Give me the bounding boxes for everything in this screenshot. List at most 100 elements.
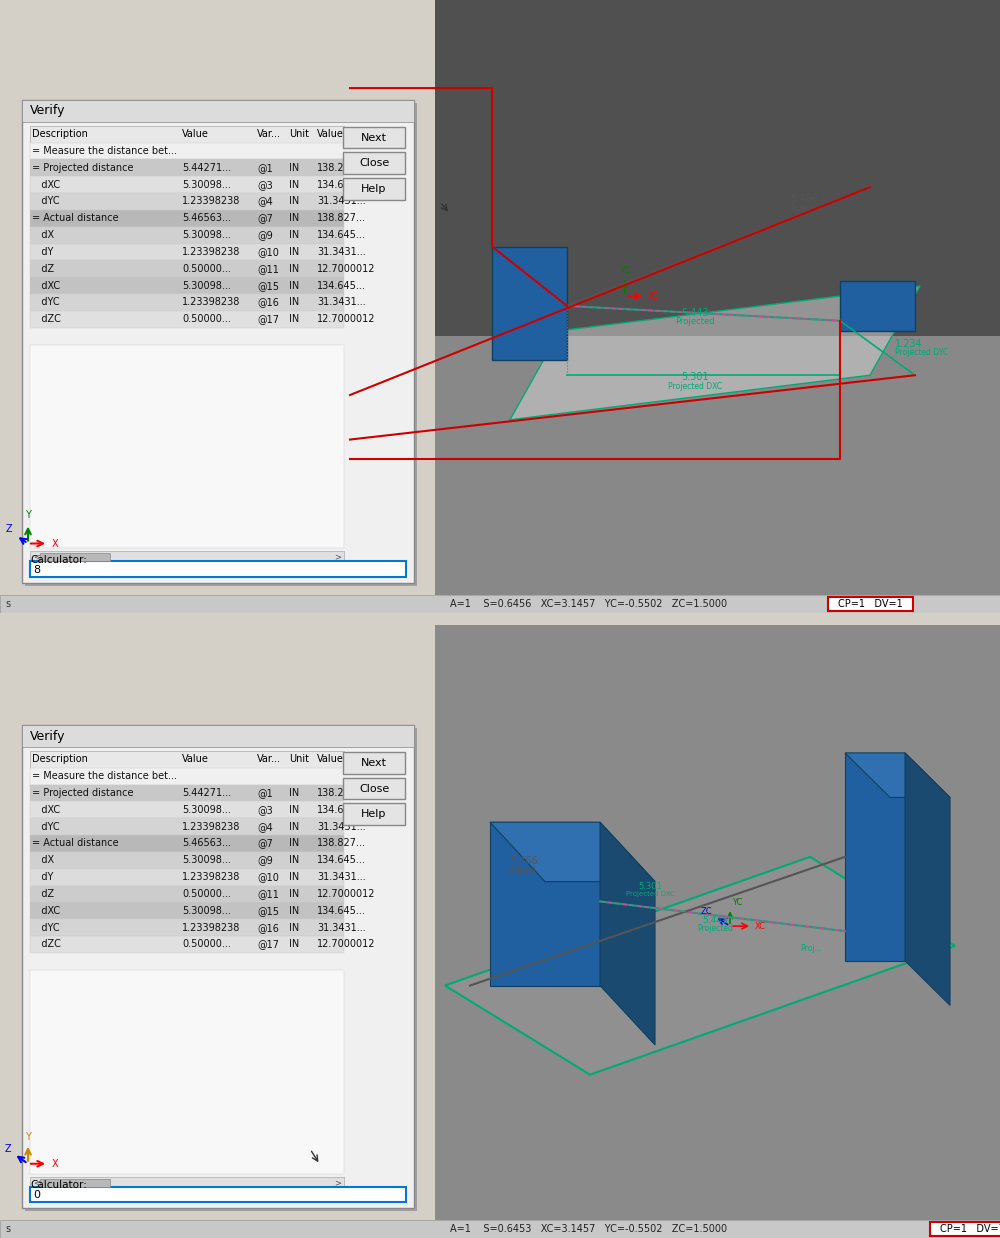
Text: 5.466: 5.466: [790, 194, 818, 204]
Text: 0.50000...: 0.50000...: [182, 264, 231, 274]
Text: IN: IN: [289, 922, 299, 932]
Text: dYC: dYC: [32, 297, 60, 307]
Text: dZ: dZ: [32, 264, 54, 274]
Text: A=1    S=0.6453   XC=3.1457   YC=-0.5502   ZC=1.5000: A=1 S=0.6453 XC=3.1457 YC=-0.5502 ZC=1.5…: [450, 1224, 727, 1234]
Text: @1: @1: [257, 163, 273, 173]
Text: YC: YC: [620, 266, 630, 275]
Text: YC: YC: [732, 899, 742, 907]
Text: Help: Help: [361, 184, 387, 194]
Text: @7: @7: [257, 838, 273, 848]
Text: 5.301: 5.301: [681, 373, 709, 383]
Bar: [30, 869, 344, 885]
FancyBboxPatch shape: [343, 126, 405, 149]
Text: 5.30098...: 5.30098...: [182, 230, 231, 240]
Bar: [492, 246, 567, 360]
Text: dY: dY: [32, 246, 53, 258]
Text: @15: @15: [257, 281, 279, 291]
Text: 134.645...: 134.645...: [317, 180, 366, 189]
FancyBboxPatch shape: [343, 178, 405, 201]
Text: @10: @10: [257, 872, 279, 883]
Polygon shape: [490, 822, 655, 881]
Text: dY: dY: [32, 872, 53, 883]
Bar: [840, 281, 915, 331]
FancyBboxPatch shape: [343, 751, 405, 774]
FancyBboxPatch shape: [343, 803, 405, 826]
Text: 5.30098...: 5.30098...: [182, 855, 231, 865]
Text: 1.234: 1.234: [895, 339, 923, 349]
Bar: [30, 561, 406, 577]
Text: @7: @7: [257, 213, 273, 223]
Text: Value: Value: [317, 129, 344, 139]
Text: Description: Description: [32, 129, 88, 139]
Text: Projected DXC: Projected DXC: [626, 891, 674, 898]
Text: @17: @17: [257, 314, 279, 324]
Text: dYC: dYC: [32, 197, 60, 207]
Text: 5.46563...: 5.46563...: [182, 213, 231, 223]
Bar: [30, 295, 344, 311]
Text: Var...: Var...: [257, 129, 281, 139]
Text: @3: @3: [257, 180, 273, 189]
Text: 138.245...: 138.245...: [317, 163, 366, 173]
Bar: [30, 227, 344, 244]
Text: IN: IN: [289, 264, 299, 274]
Text: Var...: Var...: [257, 754, 281, 764]
Text: 31.3431...: 31.3431...: [317, 297, 366, 307]
Text: 0.50000...: 0.50000...: [182, 940, 231, 950]
Text: IN: IN: [289, 230, 299, 240]
Text: IN: IN: [289, 213, 299, 223]
Text: 134.645...: 134.645...: [317, 805, 366, 815]
Text: @11: @11: [257, 889, 279, 899]
Bar: [30, 885, 344, 903]
Text: = Actual distance: = Actual distance: [32, 213, 119, 223]
Text: 5.44271...: 5.44271...: [182, 789, 231, 799]
FancyBboxPatch shape: [22, 725, 414, 1208]
Text: 5.46563...: 5.46563...: [182, 838, 231, 848]
Text: 1.23398238: 1.23398238: [182, 822, 240, 832]
Text: X: X: [52, 539, 59, 548]
Text: Unit: Unit: [289, 754, 309, 764]
Text: 5.30098...: 5.30098...: [182, 906, 231, 916]
Text: dZC: dZC: [32, 314, 61, 324]
Text: @16: @16: [257, 297, 279, 307]
Text: <: <: [33, 1179, 40, 1187]
Text: Actual: Actual: [510, 865, 536, 875]
Text: 5.30098...: 5.30098...: [182, 805, 231, 815]
Polygon shape: [510, 286, 920, 420]
Text: Projected: Projected: [675, 317, 715, 326]
Text: @1: @1: [257, 789, 273, 799]
Text: dYC: dYC: [32, 822, 60, 832]
Text: 1.23398238: 1.23398238: [182, 872, 240, 883]
Text: @4: @4: [257, 197, 273, 207]
Text: 31.3431...: 31.3431...: [317, 197, 366, 207]
Text: dXC: dXC: [32, 906, 60, 916]
Polygon shape: [845, 753, 905, 961]
Text: Unit: Unit: [289, 129, 309, 139]
Text: 138.245...: 138.245...: [317, 789, 366, 799]
Text: 5.301: 5.301: [638, 881, 662, 890]
Text: IN: IN: [289, 872, 299, 883]
Text: @15: @15: [257, 906, 279, 916]
Text: 5.443: 5.443: [681, 308, 709, 318]
Text: 12.7000012: 12.7000012: [317, 264, 376, 274]
Text: IN: IN: [289, 297, 299, 307]
Text: @3: @3: [257, 805, 273, 815]
Bar: [30, 936, 344, 953]
Bar: [22, 100, 414, 121]
Text: IN: IN: [289, 180, 299, 189]
Text: >: >: [334, 553, 341, 562]
Text: s: s: [5, 1224, 10, 1234]
Text: 134.645...: 134.645...: [317, 281, 366, 291]
Text: 31.3431...: 31.3431...: [317, 872, 366, 883]
Polygon shape: [600, 822, 655, 1045]
Bar: [435, 335, 1000, 595]
FancyBboxPatch shape: [343, 777, 405, 800]
Text: Z: Z: [4, 1144, 11, 1154]
Bar: [30, 969, 344, 1174]
Text: Calculator:: Calculator:: [30, 556, 87, 566]
Text: dXC: dXC: [32, 281, 60, 291]
Text: @9: @9: [257, 855, 273, 865]
Text: Verify: Verify: [30, 104, 66, 118]
Bar: [30, 126, 344, 142]
Text: Verify: Verify: [30, 729, 66, 743]
Text: ZC: ZC: [700, 907, 712, 916]
